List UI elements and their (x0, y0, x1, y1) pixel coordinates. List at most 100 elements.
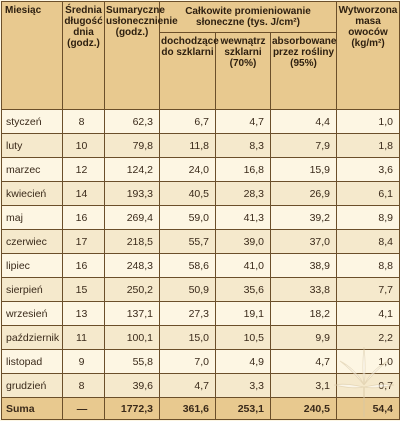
cell-to-greenhouse: 7,0 (159, 349, 216, 374)
cell-absorbed: 4,4 (269, 109, 338, 134)
cell-inside: 3,3 (215, 373, 271, 398)
cell-month: styczeń (1, 109, 63, 134)
cell-to-greenhouse: 27,3 (159, 301, 216, 326)
table-row: czerwiec 17 218,5 55,7 39,0 37,0 8,4 (1, 229, 400, 254)
cell-yield: 8,9 (336, 205, 400, 230)
cell-inside: 16,8 (215, 157, 271, 182)
cell-absorbed: 39,2 (269, 205, 338, 230)
header-month: Miesiąc (1, 1, 63, 110)
table-header: Miesiąc Średnia długość dnia (godz.) Sum… (1, 1, 400, 110)
table-footer: Suma — 1772,3 361,6 253,1 240,5 54,4 (1, 397, 400, 420)
cell-sunshine: 193,3 (104, 181, 160, 206)
cell-inside: 35,6 (215, 277, 271, 302)
cell-inside: 41,3 (215, 205, 271, 230)
cell-day-length: 10 (62, 133, 105, 158)
cell-yield: 8,8 (336, 253, 400, 278)
cell-day-length: 8 (62, 373, 105, 398)
cell-to-greenhouse: 15,0 (159, 325, 216, 350)
table-row: grudzień 8 39,6 4,7 3,3 3,1 0,7 (1, 373, 400, 398)
cell-absorbed: 37,0 (269, 229, 338, 254)
table-row: lipiec 16 248,3 58,6 41,0 38,9 8,8 (1, 253, 400, 278)
cell-absorbed: 9,9 (269, 325, 338, 350)
header-day-length: Średnia długość dnia (godz.) (62, 1, 105, 110)
cell-sunshine: 79,8 (104, 133, 160, 158)
cell-month: listopad (1, 349, 63, 374)
cell-month: lipiec (1, 253, 63, 278)
cell-sunshine: 55,8 (104, 349, 160, 374)
total-absorbed: 240,5 (269, 397, 338, 420)
cell-inside: 28,3 (215, 181, 271, 206)
cell-inside: 39,0 (215, 229, 271, 254)
cell-absorbed: 4,7 (269, 349, 338, 374)
cell-day-length: 16 (62, 205, 105, 230)
cell-sunshine: 269,4 (104, 205, 160, 230)
cell-to-greenhouse: 59,0 (159, 205, 216, 230)
cell-day-length: 17 (62, 229, 105, 254)
cell-to-greenhouse: 58,6 (159, 253, 216, 278)
table-row: październik 11 100,1 15,0 10,5 9,9 2,2 (1, 325, 400, 350)
cell-yield: 6,1 (336, 181, 400, 206)
cell-to-greenhouse: 55,7 (159, 229, 216, 254)
cell-absorbed: 3,1 (269, 373, 338, 398)
total-row: Suma — 1772,3 361,6 253,1 240,5 54,4 (1, 397, 400, 420)
header-inside: wewnątrz szklarni (70%) (215, 32, 271, 110)
cell-inside: 19,1 (215, 301, 271, 326)
cell-month: październik (1, 325, 63, 350)
cell-inside: 8,3 (215, 133, 271, 158)
header-sunshine: Sumaryczne usłonecznienie (godz.) (104, 1, 178, 110)
cell-month: kwiecień (1, 181, 63, 206)
cell-yield: 2,2 (336, 325, 400, 350)
cell-month: czerwiec (1, 229, 63, 254)
cell-day-length: 13 (62, 301, 105, 326)
cell-sunshine: 218,5 (104, 229, 160, 254)
cell-day-length: 15 (62, 277, 105, 302)
cell-absorbed: 33,8 (269, 277, 338, 302)
total-yield: 54,4 (336, 397, 400, 420)
cell-absorbed: 26,9 (269, 181, 338, 206)
table-row: maj 16 269,4 59,0 41,3 39,2 8,9 (1, 205, 400, 230)
table-row: luty 10 79,8 11,8 8,3 7,9 1,8 (1, 133, 400, 158)
table-row: styczeń 8 62,3 6,7 4,7 4,4 1,0 (1, 109, 400, 134)
cell-inside: 4,7 (215, 109, 271, 134)
cell-yield: 3,6 (336, 157, 400, 182)
cell-day-length: 9 (62, 349, 105, 374)
total-label: Suma (1, 397, 63, 420)
cell-day-length: 14 (62, 181, 105, 206)
cell-to-greenhouse: 50,9 (159, 277, 216, 302)
cell-month: marzec (1, 157, 63, 182)
cell-inside: 41,0 (215, 253, 271, 278)
cell-sunshine: 250,2 (104, 277, 160, 302)
cell-month: wrzesień (1, 301, 63, 326)
cell-yield: 1,0 (336, 109, 400, 134)
cell-sunshine: 39,6 (104, 373, 160, 398)
cell-day-length: 11 (62, 325, 105, 350)
table-row: wrzesień 13 137,1 27,3 19,1 18,2 4,1 (1, 301, 400, 326)
header-absorbed: absorbowane przez rośliny (95%) (269, 32, 338, 110)
cell-yield: 0,7 (336, 373, 400, 398)
cell-sunshine: 137,1 (104, 301, 160, 326)
cell-month: grudzień (1, 373, 63, 398)
cell-sunshine: 124,2 (104, 157, 160, 182)
cell-sunshine: 62,3 (104, 109, 160, 134)
cell-to-greenhouse: 11,8 (159, 133, 216, 158)
cell-month: maj (1, 205, 63, 230)
total-to-greenhouse: 361,6 (159, 397, 216, 420)
table-body: styczeń 8 62,3 6,7 4,7 4,4 1,0 luty 10 7… (1, 109, 400, 398)
cell-to-greenhouse: 24,0 (159, 157, 216, 182)
cell-inside: 10,5 (215, 325, 271, 350)
total-sunshine: 1772,3 (104, 397, 160, 420)
header-radiation-group: Całkowite promieniowanie słoneczne (tys.… (158, 1, 338, 33)
cell-yield: 1,8 (336, 133, 400, 158)
cell-yield: 4,1 (336, 301, 400, 326)
cell-inside: 4,9 (215, 349, 271, 374)
cell-yield: 1,0 (336, 349, 400, 374)
cell-day-length: 16 (62, 253, 105, 278)
table-row: kwiecień 14 193,3 40,5 28,3 26,9 6,1 (1, 181, 400, 206)
cell-to-greenhouse: 40,5 (159, 181, 216, 206)
cell-day-length: 8 (62, 109, 105, 134)
header-to-greenhouse: dochodzące do szklarni (159, 32, 219, 110)
cell-day-length: 12 (62, 157, 105, 182)
cell-sunshine: 248,3 (104, 253, 160, 278)
table-row: sierpień 15 250,2 50,9 35,6 33,8 7,7 (1, 277, 400, 302)
